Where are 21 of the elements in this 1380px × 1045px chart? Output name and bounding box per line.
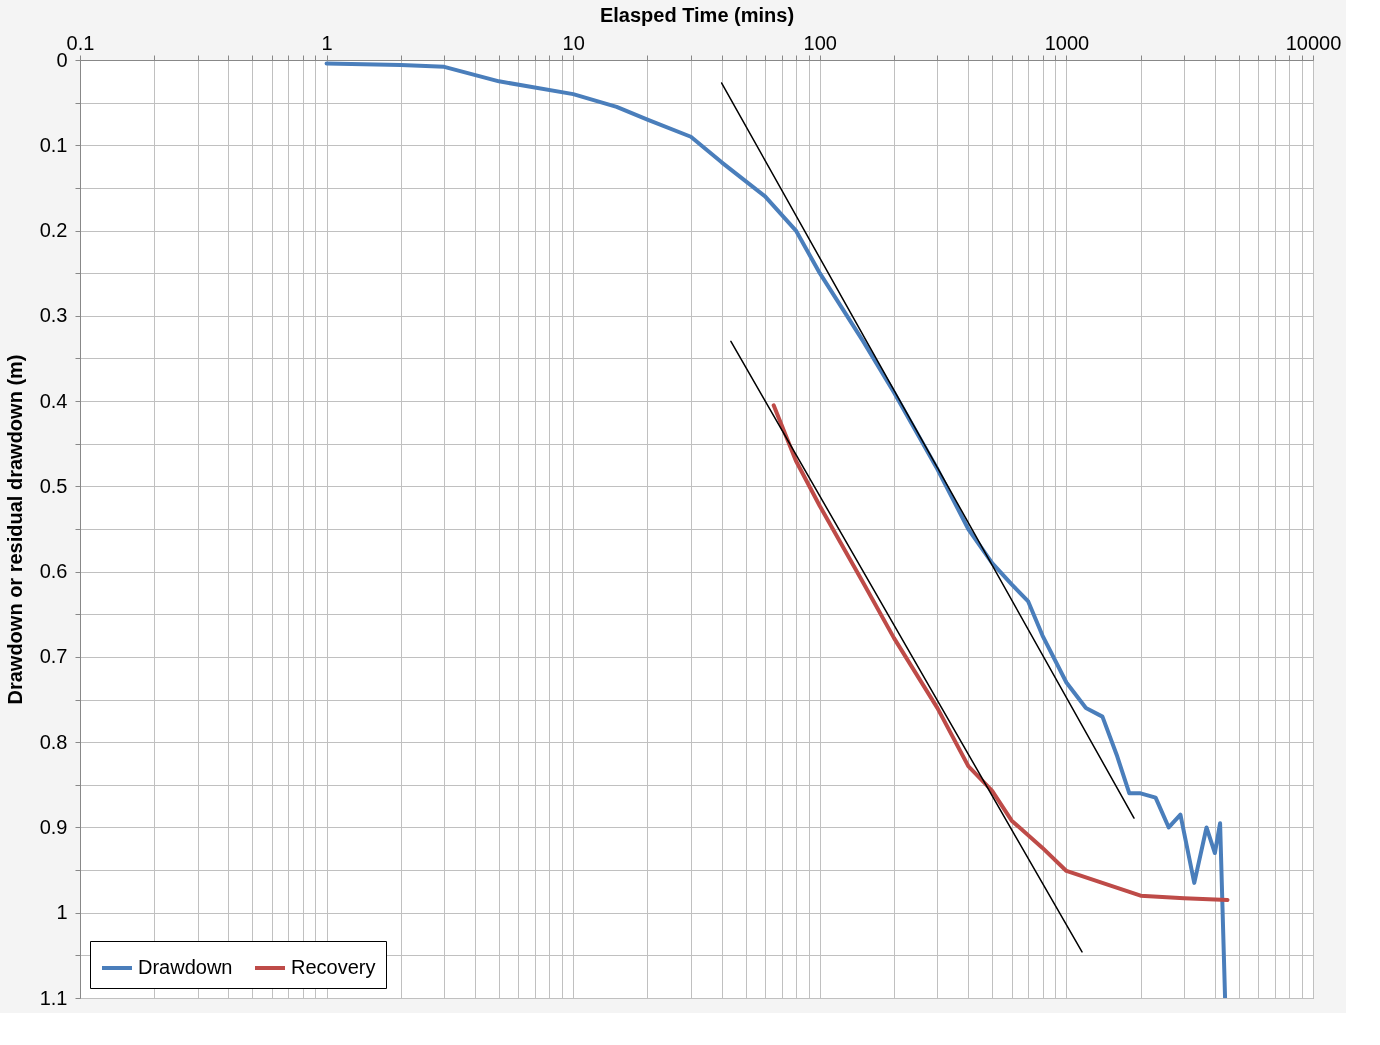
x-tick-label: 1000 [1044, 31, 1090, 54]
x-axis-title: Elasped Time (mins) [599, 3, 795, 26]
y-tick-label: 0.5 [39, 474, 68, 497]
x-tick-label: 10000 [1285, 31, 1342, 54]
y-axis-title: Drawdown or residual drawdown (m) [3, 354, 26, 705]
legend-label: Recovery [291, 956, 376, 978]
y-tick-label: 0.1 [39, 133, 68, 156]
x-tick-label: 1 [321, 31, 333, 54]
y-tick-label: 0.8 [39, 730, 68, 753]
y-tick-label: 1.1 [39, 986, 68, 1009]
x-tick-label: 100 [803, 31, 837, 54]
legend-label: Drawdown [138, 956, 233, 978]
x-tick-label: 10 [562, 31, 585, 54]
y-tick-label: 0.4 [39, 389, 68, 412]
y-tick-label: 0.3 [39, 304, 68, 327]
y-tick-label: 0.2 [39, 219, 68, 242]
y-tick-label: 0.7 [39, 645, 68, 668]
y-tick-label: 1 [56, 901, 68, 924]
y-tick-label: 0.6 [39, 560, 68, 583]
y-tick-label: 0 [56, 48, 68, 71]
y-tick-label: 0.9 [39, 815, 68, 838]
